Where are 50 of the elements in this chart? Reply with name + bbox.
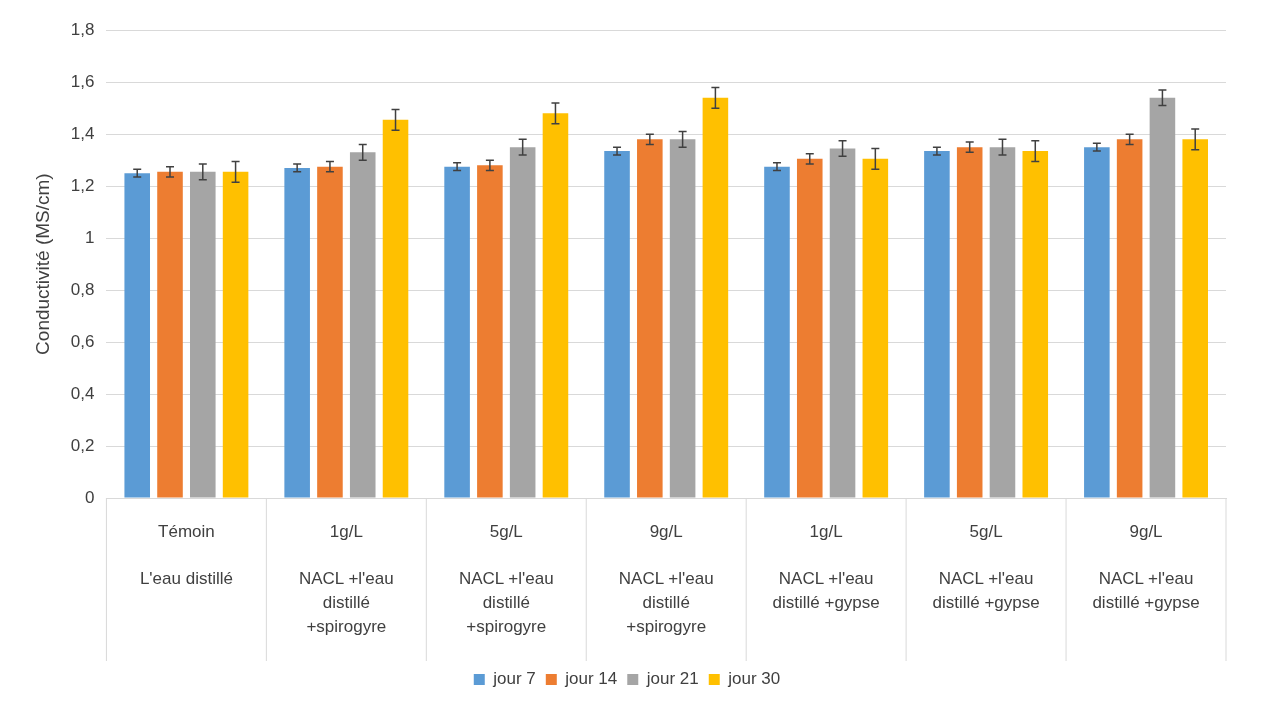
bar — [956, 147, 983, 498]
legend-label: jour 7 — [492, 669, 536, 689]
bar — [124, 173, 151, 498]
bar — [349, 152, 376, 498]
bar — [157, 171, 183, 498]
legend-label: jour 21 — [645, 669, 699, 689]
category-label: 9g/L NACL +l'eau distillé +gypse — [1092, 521, 1200, 612]
bar — [1116, 139, 1143, 498]
category-label: 1g/L NACL +l'eau distillé +gypse — [772, 521, 880, 612]
bar — [542, 113, 569, 498]
y-tick-label: 1,6 — [70, 71, 95, 91]
category-label: 5g/L NACL +l'eau distillé +spirogyre — [458, 521, 554, 636]
bar — [1182, 139, 1208, 498]
category-label: 9g/L NACL +l'eau distillé +spirogyre — [618, 521, 714, 636]
bar — [190, 171, 216, 498]
legend-label: jour 14 — [564, 669, 618, 689]
bar — [829, 148, 856, 498]
y-tick-label: 1,8 — [70, 19, 95, 39]
y-tick-label: 0 — [84, 487, 95, 507]
bar — [604, 151, 630, 498]
y-tick-label: 1 — [84, 227, 95, 247]
bar — [796, 158, 823, 498]
category-label: Témoin L'eau distillé — [139, 521, 233, 589]
bar — [222, 171, 249, 498]
bar — [669, 139, 696, 498]
bar — [637, 139, 663, 498]
bar — [924, 151, 950, 498]
category-label: 5g/L NACL +l'eau distillé +gypse — [932, 521, 1040, 612]
bar — [1084, 147, 1110, 498]
y-tick-label: 1,4 — [70, 123, 95, 143]
y-tick-label: 0,6 — [70, 331, 95, 351]
y-axis-title: Conductivité (MS/cm) — [31, 173, 53, 355]
bar — [284, 167, 310, 498]
category-label: 1g/L NACL +l'eau distillé +spirogyre — [298, 521, 394, 636]
bar — [1149, 97, 1176, 498]
bar — [382, 119, 409, 498]
y-tick-label: 1,2 — [70, 175, 95, 195]
bar — [1022, 151, 1049, 498]
legend-label: jour 30 — [727, 669, 781, 689]
bar — [862, 158, 889, 498]
bar — [509, 147, 536, 498]
y-tick-label: 0,4 — [70, 383, 95, 403]
bar — [702, 97, 729, 498]
bar — [764, 166, 790, 498]
y-tick-label: 0,2 — [70, 435, 95, 455]
bar — [477, 165, 503, 498]
bar — [989, 147, 1016, 498]
bar — [317, 166, 343, 498]
y-tick-label: 0,8 — [70, 279, 95, 299]
bar — [444, 166, 470, 498]
